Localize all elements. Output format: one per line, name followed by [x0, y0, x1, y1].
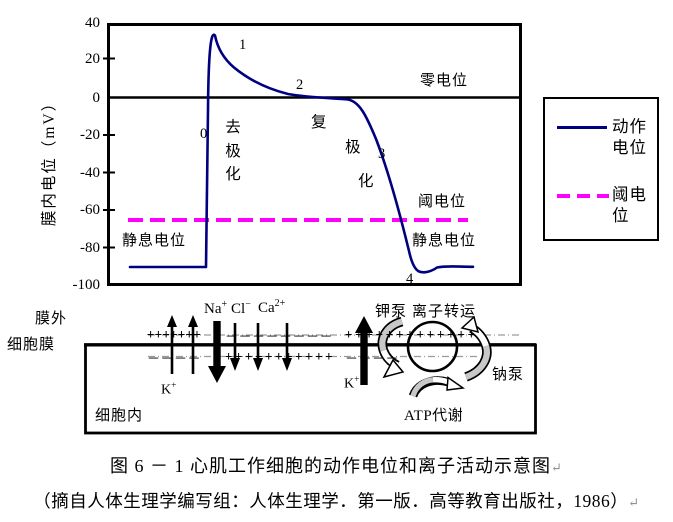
cl-ion-label: Cl− — [231, 299, 251, 317]
k-ion-label-left: K+ — [161, 381, 177, 398]
pump-left-hook-arrow — [377, 316, 405, 379]
cell-membrane-label: 细胞膜 — [7, 337, 56, 353]
inside-cell-label: 细胞内 — [95, 408, 144, 424]
membrane-diagram-canvas — [84, 315, 537, 435]
k-pump-arrow — [355, 316, 373, 385]
ion-carrier-circle — [406, 320, 459, 373]
resting-potential-label-right: 静息电位 — [412, 233, 477, 249]
legend-dashed-line-key — [557, 194, 609, 198]
y-tick-n100: -100 — [72, 277, 101, 293]
outside-membrane-label: 膜外 — [35, 311, 68, 327]
y-tick-n80: -80 — [80, 239, 100, 256]
depolarization-char-3: 化 — [225, 166, 241, 183]
cl-ca-influx-arrows — [230, 323, 292, 371]
na-pump-label: 钠泵 — [492, 367, 525, 383]
phase-4-label: 4 — [406, 271, 414, 287]
k-efflux-arrows — [167, 315, 198, 374]
legend-action-potential-label: 动作 电位 — [612, 117, 647, 157]
figure-caption: 图 6 － 1 心肌工作细胞的动作电位和离子活动示意图↵ — [110, 456, 563, 476]
y-tick-n20: -20 — [80, 127, 100, 143]
y-ticks — [103, 57, 115, 249]
repolarization-char-3: 化 — [358, 173, 375, 190]
atp-arch-arrow — [408, 376, 466, 398]
phase-1-label: 1 — [239, 37, 247, 53]
legend-box: 动作 电位 阈电 位 — [543, 97, 659, 241]
return-mark-icon: ↵ — [551, 460, 563, 475]
phase-0-label: 0 — [200, 126, 208, 142]
k-ion-label-right: K+ — [344, 375, 360, 392]
na-ion-label: Na+ — [204, 299, 228, 317]
charge-row-below-right: －－－－ — [345, 351, 400, 366]
repolarization-char-1: 复 — [311, 114, 328, 131]
action-potential-curve — [128, 33, 475, 274]
pump-right-hook-arrow — [460, 315, 492, 382]
plot-frame — [107, 23, 522, 286]
resting-potential-label-left: 静息电位 — [122, 233, 187, 249]
zero-potential-label: 零电位 — [420, 73, 469, 89]
depolarization-char-2: 极 — [225, 142, 241, 160]
charge-row-above-left: +++++++ — [147, 327, 202, 341]
threshold-potential-label: 阈电位 — [418, 194, 467, 210]
charge-row-below-left: －－－－ — [147, 351, 202, 366]
y-tick-n60: -60 — [80, 202, 100, 218]
action-potential-chart-canvas — [103, 23, 522, 286]
legend-threshold-label: 阈电 位 — [612, 185, 647, 225]
ca-ion-label: Ca2+ — [258, 298, 286, 316]
k-pump-label: 钾泵 — [375, 304, 408, 320]
phase-3-label: 3 — [378, 146, 386, 162]
y-tick-n40: -40 — [80, 164, 100, 181]
legend-solid-line-key — [557, 126, 607, 129]
charge-row-below-mid: +++++++++++ — [225, 349, 336, 363]
depolarization-label: 去 极 化 — [224, 116, 242, 187]
return-mark-icon: ↵ — [628, 495, 640, 510]
figure-source: （摘自人体生理学编写组：人体生理学．第一版．高等教育出版社，1986）↵ — [33, 491, 640, 511]
phase-2-label: 2 — [296, 77, 304, 93]
atp-metabolism-label: ATP代谢 — [404, 408, 464, 424]
ion-transport-label: 离子转运 — [412, 304, 477, 320]
y-tick-20: 20 — [85, 50, 100, 67]
na-influx-arrow — [208, 321, 226, 383]
depolarization-char-1: 去 — [225, 119, 241, 136]
charge-row-above-right: +++++++++++++ — [345, 327, 478, 341]
y-tick-40: 40 — [85, 15, 100, 31]
y-axis-title: 膜内电位（mV） — [41, 93, 58, 227]
y-tick-0: 0 — [92, 89, 101, 106]
charge-row-above-mid: －－－－－－－－ — [225, 329, 334, 344]
repolarization-char-2: 极 — [345, 139, 362, 156]
